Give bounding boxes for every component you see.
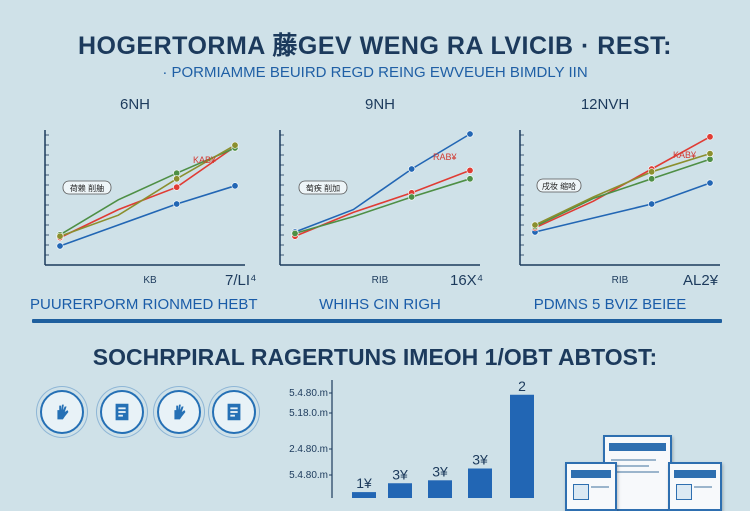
data-point	[408, 193, 416, 201]
data-point	[648, 175, 656, 183]
y-tick-label: 2.4.80.m	[289, 444, 328, 455]
chart-title: 6NH	[120, 96, 150, 113]
y-axis-ticks	[45, 134, 49, 256]
callout-label: 萄疾 削加	[306, 183, 340, 193]
data-point	[706, 179, 714, 187]
badge-hand	[157, 390, 201, 434]
bar	[468, 468, 492, 498]
data-point	[408, 165, 416, 173]
callout-label: 荷赖 削舳	[70, 183, 104, 193]
data-point	[231, 141, 239, 149]
section-title: SOCHRPIRAL RAGERTUNS IMEOH 1/OBT ABTOST:	[92, 344, 658, 370]
x-axis-label: RIB	[612, 275, 629, 286]
bar	[428, 480, 452, 498]
data-point	[466, 166, 474, 174]
data-point	[706, 133, 714, 141]
chart-title: 9NH	[365, 96, 395, 113]
line-chart-6nh: 6NH 荷赖 削舳 KAB¥ KB 7/LI⁴	[44, 96, 256, 289]
panel-caption-1: PUURERPORM RIONMED HEBT	[30, 296, 258, 313]
page-title: HOGERTORMA 藤GEV WENG RA LVICIB · REST:	[77, 32, 672, 60]
bar-value-label: 3¥	[472, 452, 488, 468]
y-tick-label: 5.4.80.m	[289, 470, 328, 481]
series-line	[534, 152, 711, 226]
document-illustration	[565, 462, 617, 511]
data-point	[231, 182, 239, 190]
series-line	[59, 147, 236, 236]
bar-value-label: 3¥	[392, 466, 408, 482]
hand-icon	[57, 404, 69, 420]
bar	[388, 483, 412, 498]
series-line	[59, 144, 236, 237]
document-illustration	[668, 462, 722, 511]
data-point	[466, 130, 474, 138]
document-icon	[115, 403, 129, 421]
x-axis-label: KB	[143, 275, 157, 286]
data-point	[173, 200, 181, 208]
series-line	[534, 158, 711, 228]
badge-hand	[40, 390, 84, 434]
bar	[352, 492, 376, 498]
document-icon	[227, 403, 241, 421]
series-label: KAB¥	[673, 150, 697, 160]
y-tick-label: 5.4.80.m	[289, 388, 328, 399]
section-divider	[32, 319, 722, 323]
series-line	[59, 185, 236, 247]
data-point	[291, 229, 299, 237]
data-point	[531, 221, 539, 229]
corner-label: AL2¥	[683, 272, 719, 289]
badge-document	[212, 390, 256, 434]
bar-value-label: 3¥	[432, 463, 448, 479]
x-axis-label: RIB	[372, 275, 389, 286]
data-point	[56, 242, 64, 250]
corner-label: 7/LI⁴	[225, 272, 256, 289]
series-line	[294, 133, 471, 233]
panel-caption-2: WHIHS CIN RIGH	[319, 296, 441, 313]
data-point	[173, 183, 181, 191]
callout-box	[62, 180, 112, 195]
data-point	[706, 150, 714, 158]
y-axis-ticks	[280, 134, 284, 256]
data-point	[56, 232, 64, 240]
series-label: RAB¥	[433, 152, 458, 162]
series-line	[534, 182, 711, 233]
y-tick-label: 5.18.0.m	[289, 408, 328, 419]
callout-box	[298, 180, 348, 195]
data-point	[173, 175, 181, 183]
panel-caption-3: PDMNS 5 BVIZ BEIEE	[533, 296, 687, 313]
bar	[510, 394, 534, 498]
y-axis-ticks	[520, 134, 524, 256]
bar-chart: 5.4.80.m 5.18.0.m 2.4.80.m 5.4.80.m 1¥ 3¥ 3¥ 3…	[289, 378, 534, 498]
series-label: KAB¥	[193, 155, 217, 165]
line-chart-12nvh: 12NVH 戌妆 缩哈 KAB¥ RIB AL2¥	[519, 96, 720, 289]
corner-label: 16X⁴	[450, 272, 483, 289]
hand-icon	[174, 404, 186, 420]
bar-value-label: 2	[518, 378, 526, 394]
data-point	[648, 168, 656, 176]
series-line	[294, 178, 471, 235]
badge-document	[100, 390, 144, 434]
bar-value-label: 1¥	[356, 475, 372, 491]
callout-label: 戌妆 缩哈	[542, 181, 576, 191]
series-line	[59, 145, 236, 239]
line-chart-9nh: 9NH 萄疾 削加 RAB¥ RIB 16X⁴	[279, 96, 483, 289]
data-point	[466, 175, 474, 183]
chart-title: 12NVH	[581, 96, 629, 113]
data-point	[648, 200, 656, 208]
callout-box	[536, 178, 582, 193]
page-subtitle: · PORMIAMME BEUIRD REGD REING EWVEUEH BI…	[162, 64, 588, 81]
